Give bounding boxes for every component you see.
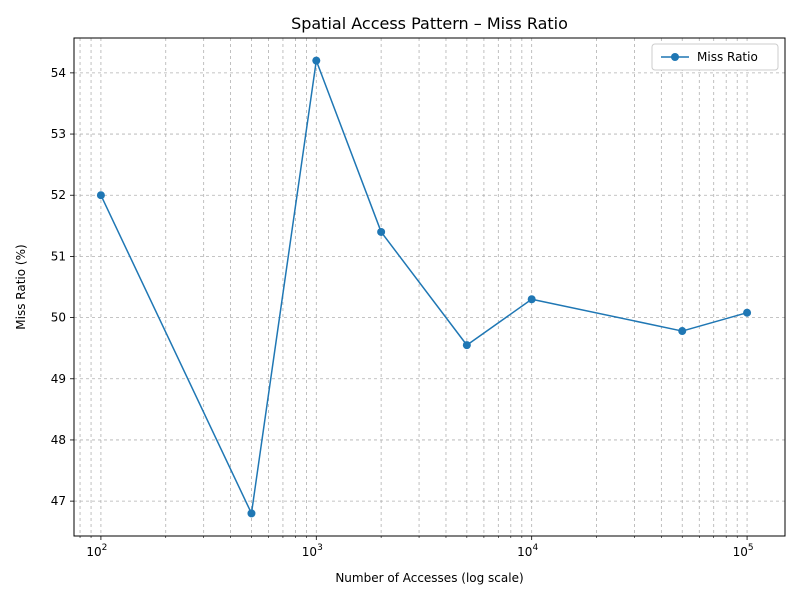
chart-title: Spatial Access Pattern – Miss Ratio: [291, 14, 568, 33]
legend-marker-icon: [671, 53, 679, 61]
y-tick-label: 52: [51, 188, 66, 202]
data-point-marker: [743, 308, 752, 317]
y-tick-label: 53: [51, 127, 66, 141]
data-point-marker: [527, 295, 536, 304]
y-tick-label: 51: [51, 249, 66, 263]
series-layer: [96, 56, 752, 518]
data-point-marker: [678, 327, 687, 336]
y-tick-label: 49: [51, 372, 66, 386]
x-tick-label: 102: [86, 543, 107, 559]
y-tick-label: 54: [51, 66, 66, 80]
data-point-marker: [312, 56, 321, 65]
plot-frame: [73, 37, 786, 537]
legend: Miss Ratio: [651, 43, 779, 71]
y-tick-label: 47: [51, 494, 66, 508]
data-point-marker: [462, 341, 471, 350]
grid-lines: [74, 38, 785, 536]
legend-box: [651, 43, 779, 71]
x-axis-label: Number of Accesses (log scale): [335, 571, 523, 585]
plot-area: [74, 38, 785, 536]
y-axis-label: Miss Ratio (%): [14, 244, 28, 329]
legend-label: Miss Ratio: [697, 50, 758, 64]
y-tick-label: 48: [51, 433, 66, 447]
x-tick-label: 104: [517, 543, 538, 559]
data-point-marker: [96, 191, 105, 200]
y-tick-label: 50: [51, 311, 66, 325]
x-tick-label: 103: [302, 543, 323, 559]
series-line: [100, 59, 748, 515]
data-point-marker: [377, 227, 386, 236]
axis-ticks: 102 103 104 105 47 48 49 50 51 52 53 54: [51, 66, 754, 559]
data-point-marker: [247, 509, 256, 518]
x-tick-label: 105: [733, 543, 754, 559]
